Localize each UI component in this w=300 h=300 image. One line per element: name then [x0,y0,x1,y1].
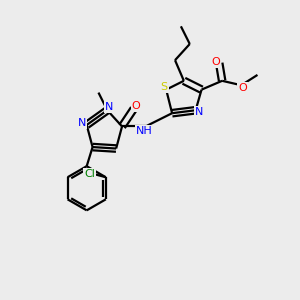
Text: NH: NH [136,126,152,136]
Text: N: N [78,118,86,128]
Text: O: O [211,57,220,67]
Text: O: O [238,82,247,93]
Text: Cl: Cl [84,169,95,179]
Text: S: S [160,82,168,92]
Text: N: N [105,102,113,112]
Text: O: O [132,101,140,111]
Text: N: N [194,107,203,117]
